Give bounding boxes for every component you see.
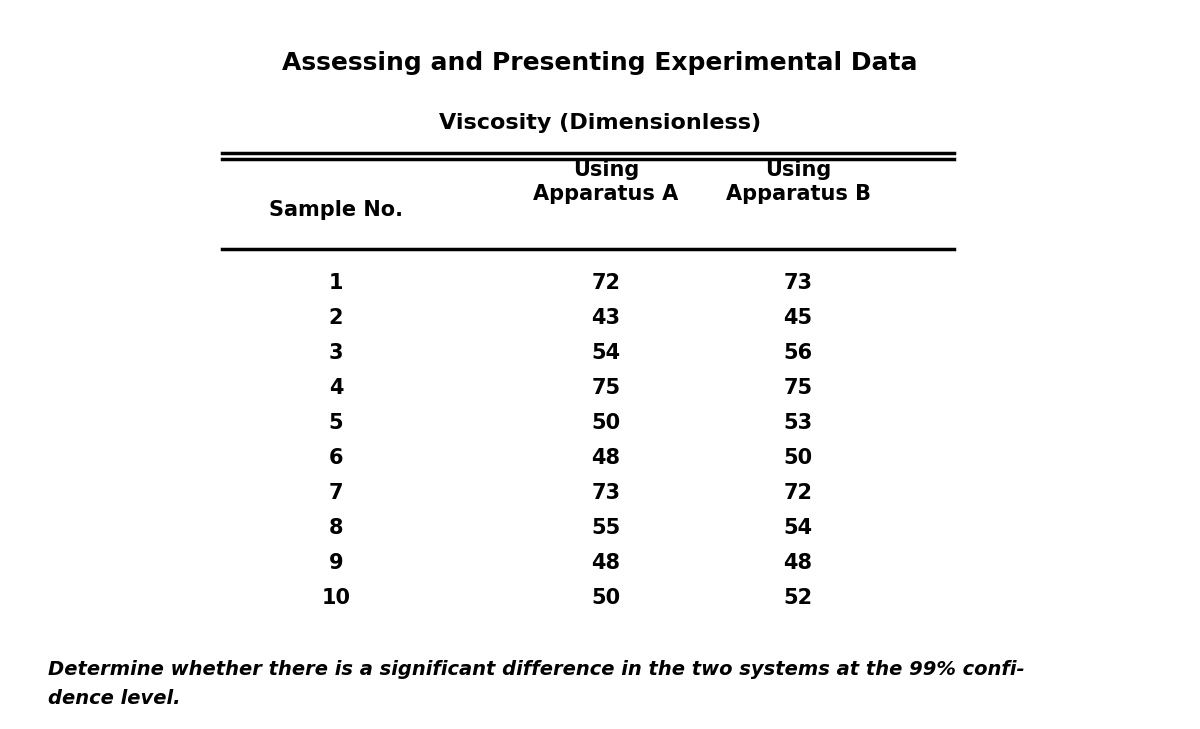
Text: 54: 54 (592, 343, 620, 362)
Text: 50: 50 (592, 413, 620, 432)
Text: 55: 55 (592, 518, 620, 537)
Text: 73: 73 (784, 273, 812, 292)
Text: 1: 1 (329, 273, 343, 292)
Text: 7: 7 (329, 483, 343, 502)
Text: Sample No.: Sample No. (269, 200, 403, 220)
Text: 75: 75 (592, 378, 620, 397)
Text: Assessing and Presenting Experimental Data: Assessing and Presenting Experimental Da… (282, 51, 918, 75)
Text: Using
Apparatus B: Using Apparatus B (726, 160, 870, 203)
Text: 72: 72 (784, 483, 812, 502)
Text: 45: 45 (784, 308, 812, 327)
Text: 54: 54 (784, 518, 812, 537)
Text: 75: 75 (784, 378, 812, 397)
Text: 6: 6 (329, 448, 343, 467)
Text: 50: 50 (784, 448, 812, 467)
Text: 48: 48 (784, 553, 812, 572)
Text: 48: 48 (592, 553, 620, 572)
Text: 53: 53 (784, 413, 812, 432)
Text: 4: 4 (329, 378, 343, 397)
Text: 10: 10 (322, 588, 350, 607)
Text: Determine whether there is a significant difference in the two systems at the 99: Determine whether there is a significant… (48, 660, 1025, 679)
Text: Viscosity (Dimensionless): Viscosity (Dimensionless) (439, 113, 761, 133)
Text: 56: 56 (784, 343, 812, 362)
Text: 3: 3 (329, 343, 343, 362)
Text: 50: 50 (592, 588, 620, 607)
Text: 8: 8 (329, 518, 343, 537)
Text: 43: 43 (592, 308, 620, 327)
Text: 48: 48 (592, 448, 620, 467)
Text: Using
Apparatus A: Using Apparatus A (533, 160, 679, 203)
Text: 9: 9 (329, 553, 343, 572)
Text: dence level.: dence level. (48, 689, 180, 708)
Text: 2: 2 (329, 308, 343, 327)
Text: 72: 72 (592, 273, 620, 292)
Text: 5: 5 (329, 413, 343, 432)
Text: 73: 73 (592, 483, 620, 502)
Text: 52: 52 (784, 588, 812, 607)
